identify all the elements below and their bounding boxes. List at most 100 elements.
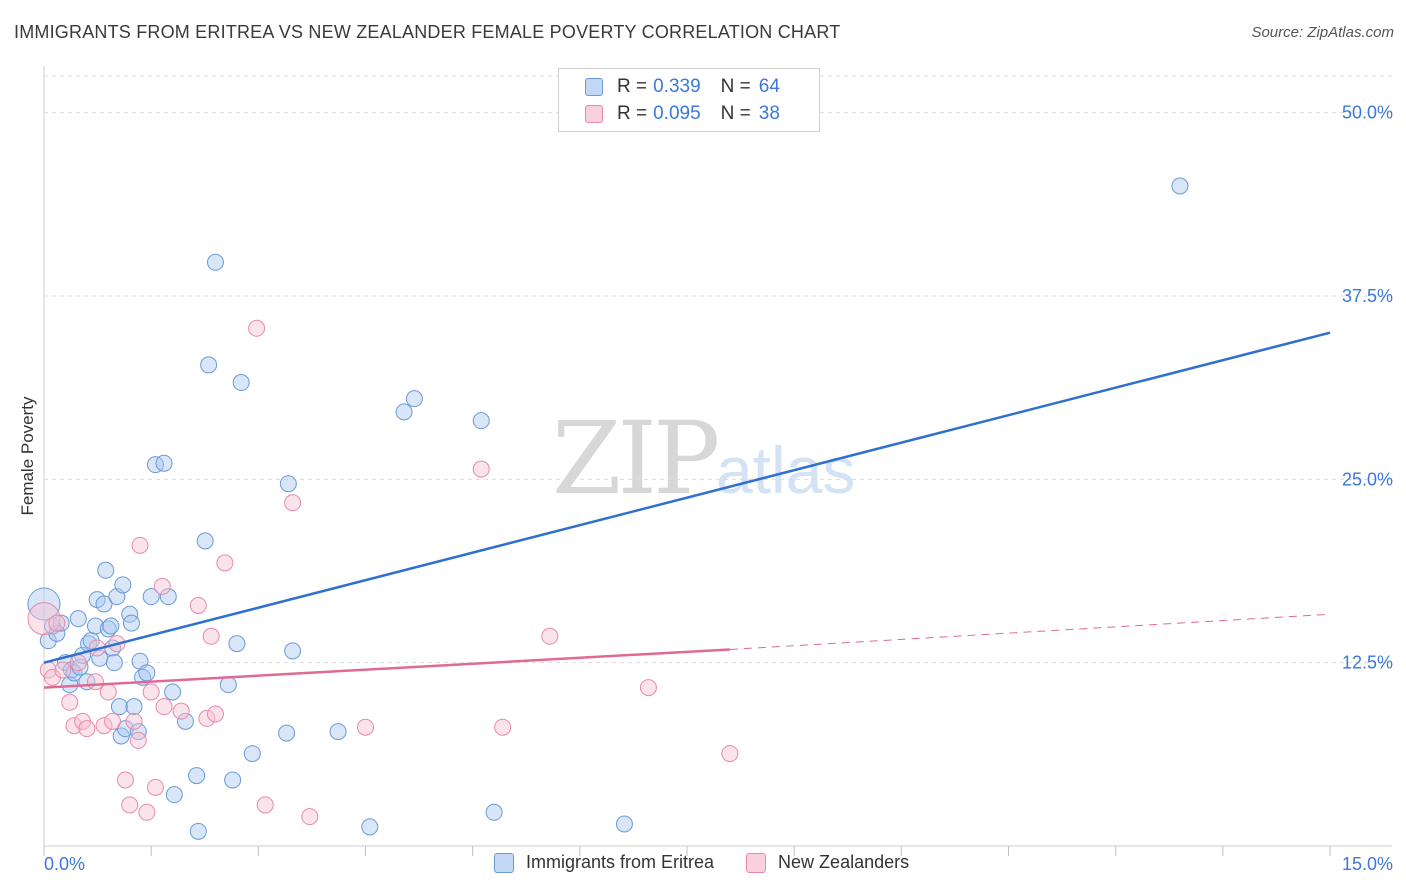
eritrea-point	[206, 253, 224, 271]
new-zealander-point	[138, 803, 156, 821]
y-tick-label: 37.5%	[1342, 286, 1393, 306]
y-tick-label: 25.0%	[1342, 469, 1393, 489]
new-zealander-point	[284, 494, 302, 512]
eritrea-point	[97, 561, 115, 579]
r-label: R =	[617, 103, 648, 124]
new-zealander-point	[198, 709, 216, 727]
tick-labels: 12.5% 25.0% 37.5% 50.0% 0.0% 15.0%	[44, 103, 1393, 874]
eritrea-point	[395, 403, 413, 421]
new-zealander-point	[65, 717, 83, 735]
eritrea-point	[122, 614, 140, 632]
new-zealander-point	[202, 627, 220, 645]
eritrea-point	[329, 723, 347, 741]
eritrea-point	[615, 815, 633, 833]
eritrea-point	[155, 454, 173, 472]
correlation-legend: R = 0.339 N = 64 R = 0.095 N = 38	[558, 68, 820, 132]
new-zealander-point	[54, 661, 72, 679]
new-zealander-point	[189, 596, 207, 614]
new-zealander-point	[206, 705, 224, 723]
new-zealander-point	[357, 718, 374, 736]
eritrea-point	[196, 532, 214, 550]
series-points	[27, 177, 1189, 840]
eritrea-point	[142, 588, 160, 606]
eritrea-point	[279, 475, 297, 493]
y-tick-label: 50.0%	[1342, 103, 1393, 123]
new-zealander-point	[172, 702, 190, 720]
legend-item-eritrea: Immigrants from Eritrea	[494, 852, 714, 873]
chart-title: IMMIGRANTS FROM ERITREA VS NEW ZEALANDER…	[14, 22, 841, 42]
eritrea-point	[105, 654, 123, 672]
trend-lines	[43, 331, 1331, 689]
eritrea-point	[69, 610, 87, 628]
blue-swatch	[585, 78, 603, 96]
new-zealander-point	[61, 693, 79, 711]
x-tick-label: 15.0%	[1342, 854, 1393, 874]
new-zealander-point	[121, 796, 139, 814]
series-legend: Immigrants from Eritrea New Zealanders	[494, 852, 941, 873]
eritrea-point	[165, 786, 183, 804]
eritrea-point	[116, 720, 134, 738]
new-zealander-trend-line	[729, 613, 1331, 650]
eritrea-point	[361, 818, 379, 836]
y-tick-label: 12.5%	[1342, 653, 1393, 673]
new-zealander-point	[248, 319, 266, 337]
new-zealander-point	[301, 808, 319, 826]
eritrea-point	[146, 456, 164, 474]
eritrea-point	[114, 576, 132, 594]
eritrea-point	[176, 712, 194, 730]
new-zealander-point	[256, 796, 274, 814]
new-zealander-point	[116, 771, 134, 789]
eritrea-point	[102, 617, 120, 635]
eritrea-point	[228, 635, 246, 653]
eritrea-point	[110, 698, 128, 716]
new-zealander-point	[142, 683, 160, 701]
new-zealander-point	[86, 673, 104, 691]
new-zealander-point	[639, 679, 657, 697]
eritrea-point	[405, 390, 423, 408]
new-zealander-point	[494, 718, 512, 736]
new-zealander-point	[95, 717, 113, 735]
pink-swatch	[746, 852, 767, 873]
new-zealander-point	[216, 554, 234, 572]
eritrea-point	[86, 617, 104, 635]
eritrea-point	[95, 595, 113, 613]
legend-item-new-zealanders: New Zealanders	[746, 852, 909, 873]
new-zealander-point	[472, 460, 490, 478]
eritrea-point	[278, 724, 296, 742]
legend-row-blue: R = 0.339 N = 64	[585, 75, 780, 99]
new-zealander-point	[146, 778, 164, 796]
watermark-atlas: atlas	[716, 433, 856, 507]
eritrea-point	[125, 698, 143, 716]
eritrea-trend-line	[43, 331, 1331, 664]
new-zealander-point	[155, 698, 173, 716]
eritrea-point	[27, 587, 61, 621]
new-zealander-point	[99, 683, 117, 701]
eritrea-point	[472, 412, 490, 430]
eritrea-point	[164, 683, 182, 701]
new-zealander-point	[78, 720, 96, 738]
eritrea-point	[232, 374, 250, 392]
n-label: N =	[720, 76, 751, 97]
legend-label: New Zealanders	[778, 852, 910, 872]
new-zealander-point	[69, 654, 87, 672]
new-zealander-point	[125, 712, 143, 730]
eritrea-point	[189, 822, 207, 840]
new-zealander-point	[27, 602, 61, 636]
eritrea-point	[188, 767, 206, 785]
eritrea-point	[243, 745, 261, 763]
blue-swatch	[494, 852, 514, 873]
eritrea-point	[138, 664, 156, 682]
axes	[43, 66, 1392, 856]
eritrea-point	[200, 356, 218, 374]
new-zealander-point	[129, 731, 147, 749]
eritrea-point	[224, 771, 242, 789]
eritrea-point	[99, 620, 117, 638]
eritrea-point	[159, 588, 177, 606]
eritrea-point	[284, 642, 302, 660]
n-label: N =	[720, 103, 751, 124]
pink-swatch	[585, 105, 603, 123]
x-tick-label: 0.0%	[44, 854, 85, 874]
eritrea-point	[1171, 177, 1189, 195]
new-zealander-trend-line	[43, 648, 730, 689]
